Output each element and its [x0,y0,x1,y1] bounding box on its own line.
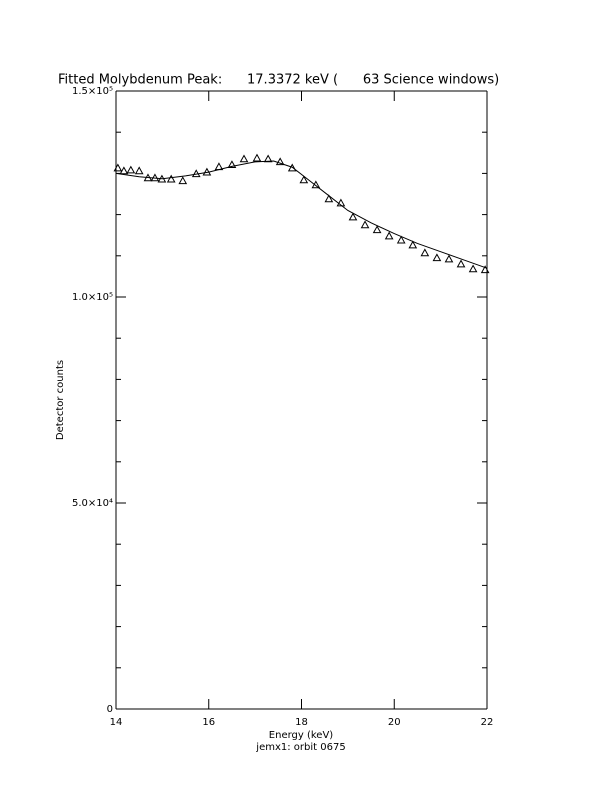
data-point [456,259,466,268]
data-point [468,264,478,273]
chart-title: Fitted Molybdenum Peak: 17.3372 keV ( 63… [58,73,499,88]
data-point [275,157,285,166]
data-point [396,235,406,244]
data-point [348,212,358,221]
x-tick-label: 22 [481,717,494,728]
data-point [178,176,188,185]
x-tick-label: 18 [295,717,308,728]
data-point [287,163,297,172]
x-tick-label: 14 [110,717,123,728]
data-point [324,194,334,203]
subtitle: jemx1: orbit 0675 [255,742,345,753]
x-tick-label: 20 [388,717,401,728]
y-tick-label: 1.5×10⁵ [72,86,113,97]
y-tick-label: 1.0×10⁵ [72,292,113,303]
data-point [336,198,346,207]
data-point [134,166,144,175]
data-point [480,265,490,274]
data-point [420,248,430,257]
data-point [360,220,370,229]
data-point [384,231,394,240]
data-point [299,175,309,184]
data-point [227,160,237,169]
data-point [372,225,382,234]
data-point [408,240,418,249]
data-point [252,153,262,162]
data-point [119,166,129,175]
data-point [166,174,176,183]
data-point [113,163,123,172]
y-tick-label: 0 [107,704,113,715]
data-point [239,154,249,163]
y-tick-label: 5.0×10⁴ [72,498,113,509]
y-axis-label: Detector counts [55,360,66,440]
data-point [432,253,442,262]
data-point [126,165,136,174]
fit-line [115,160,488,269]
x-tick-label: 16 [202,717,215,728]
x-axis-label: Energy (keV) [269,730,334,741]
data-point [444,254,454,263]
